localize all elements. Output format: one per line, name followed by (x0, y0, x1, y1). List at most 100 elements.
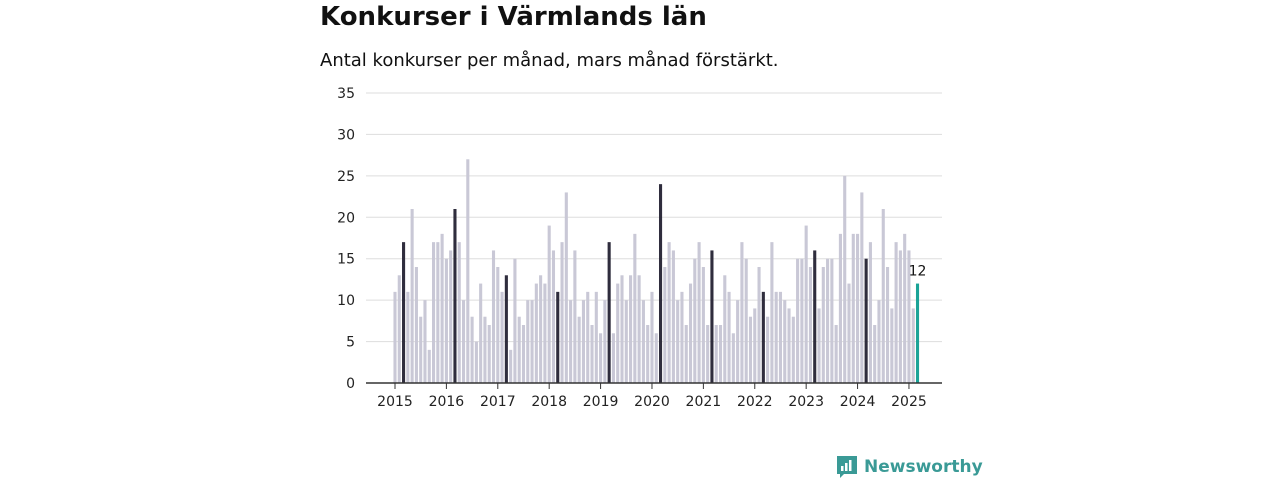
bar (663, 267, 667, 383)
bar (744, 258, 748, 383)
bar-march (402, 242, 406, 383)
bar (513, 258, 517, 383)
bar (770, 242, 774, 383)
bar (633, 233, 637, 383)
bar (526, 300, 530, 383)
x-tick-label: 2021 (686, 394, 722, 410)
bar (868, 242, 872, 383)
x-tick-label: 2023 (788, 394, 824, 410)
bar (436, 242, 440, 383)
y-tick-label: 30 (337, 127, 355, 143)
chart-title: Konkurser i Värmlands län (320, 2, 707, 32)
bar (573, 250, 577, 383)
bar (701, 267, 705, 383)
bar (509, 349, 513, 383)
bar (466, 159, 470, 383)
bar-march (761, 291, 765, 383)
bar (778, 291, 783, 383)
bar-march (453, 209, 457, 383)
y-tick-label: 25 (337, 169, 355, 185)
bar (521, 325, 526, 383)
newsworthy-logo-icon (837, 456, 857, 478)
bar (491, 250, 496, 383)
y-tick-label: 0 (346, 376, 355, 392)
bar (423, 300, 427, 383)
bar (851, 233, 855, 383)
bar (603, 300, 607, 383)
bar (783, 300, 787, 383)
bar (560, 242, 564, 383)
x-tick-label: 2020 (634, 394, 670, 410)
bar (611, 333, 615, 383)
bar (547, 225, 551, 383)
bar (397, 275, 401, 383)
bar (680, 291, 684, 383)
bar (774, 291, 778, 383)
bar (907, 250, 911, 383)
bar-march (813, 250, 817, 383)
bar (667, 242, 671, 383)
bar (830, 258, 834, 383)
bar (860, 192, 864, 383)
bar-march (710, 250, 714, 383)
y-tick-label: 5 (346, 335, 355, 351)
x-tick-label: 2022 (737, 394, 773, 410)
bar (766, 316, 770, 383)
bar-march (556, 291, 560, 383)
bar (483, 316, 487, 383)
bar (718, 325, 723, 383)
bar (444, 258, 448, 383)
bar (479, 283, 483, 383)
bar (903, 233, 907, 383)
bar (804, 225, 808, 383)
bar (539, 275, 543, 383)
bar (641, 300, 645, 383)
bar (534, 283, 538, 383)
bar (676, 300, 680, 383)
bar (697, 242, 701, 383)
bar (736, 300, 740, 383)
bar (723, 275, 727, 383)
bar (787, 308, 791, 383)
bar (873, 325, 877, 383)
bar-latest (915, 283, 920, 383)
brand-name: Newsworthy (864, 457, 983, 477)
bar (599, 333, 603, 383)
bar (530, 300, 534, 383)
bar (577, 316, 581, 383)
x-tick-label: 2025 (891, 394, 927, 410)
bar (594, 291, 598, 383)
y-tick-label: 15 (337, 252, 355, 268)
bar (414, 267, 418, 383)
bar (427, 349, 431, 383)
bar (838, 233, 842, 383)
y-tick-label: 20 (337, 210, 355, 226)
bar (898, 250, 902, 383)
bar (654, 333, 658, 383)
bar (688, 283, 693, 383)
bar (834, 325, 838, 383)
bar (791, 316, 795, 383)
bar (706, 325, 710, 383)
bar (826, 258, 830, 383)
bar (496, 267, 500, 383)
bar (650, 291, 654, 383)
y-tick-label: 35 (337, 86, 355, 102)
bar (714, 325, 718, 383)
bar (474, 341, 478, 383)
bar (551, 250, 556, 383)
bar (517, 316, 521, 383)
bar (629, 275, 633, 383)
bar (586, 291, 590, 383)
bar (470, 316, 474, 383)
bar (671, 250, 675, 383)
bar (624, 300, 628, 383)
bar (843, 175, 847, 383)
bar-march (607, 242, 611, 383)
bar-march (504, 275, 508, 383)
bar (731, 333, 735, 383)
bar (693, 258, 697, 383)
bar (911, 308, 915, 383)
bar (461, 300, 466, 383)
